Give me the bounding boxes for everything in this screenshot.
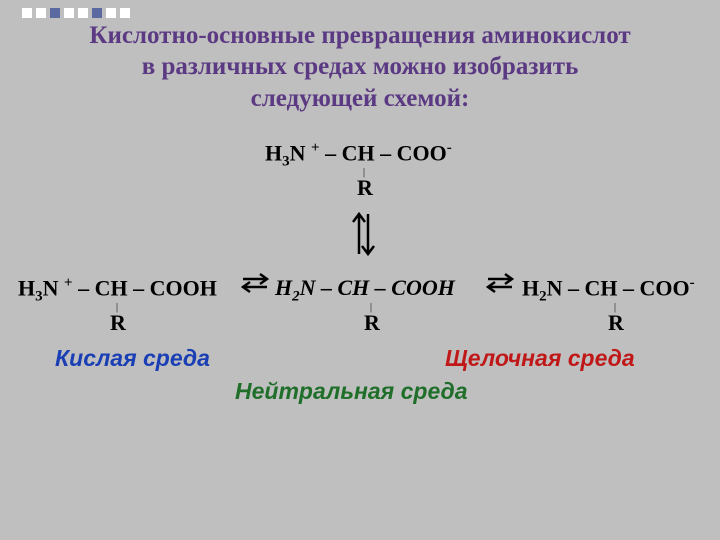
r-top: R	[357, 175, 373, 201]
deco-sq	[22, 8, 32, 18]
title-line1: Кислотно-основные превращения аминокисло…	[89, 22, 630, 49]
deco-sq	[120, 8, 130, 18]
label-base: Щелочная среда	[445, 345, 635, 372]
arrow-vertical-icon	[350, 210, 376, 258]
arrow-h2-icon	[485, 272, 515, 294]
deco-squares	[22, 8, 130, 18]
arrow-h1-icon	[240, 272, 270, 294]
deco-sq	[92, 8, 102, 18]
r-right: R	[608, 310, 624, 336]
deco-sq	[36, 8, 46, 18]
formula-top: H3N + – CH – COO-	[265, 140, 452, 171]
formula-right: H2N – CH – COO-	[522, 275, 695, 306]
r-left: R	[110, 310, 126, 336]
title-line3: следующей схемой:	[251, 85, 470, 112]
deco-sq	[78, 8, 88, 18]
label-acid: Кислая среда	[55, 345, 210, 372]
deco-sq	[106, 8, 116, 18]
deco-sq	[64, 8, 74, 18]
title-line2: в различных средах можно изобразить	[142, 53, 579, 80]
label-neutral: Нейтральная среда	[235, 378, 468, 405]
page-title: Кислотно-основные превращения аминокисло…	[0, 20, 720, 114]
deco-sq	[50, 8, 60, 18]
r-center: R	[364, 310, 380, 336]
formula-center: H2N – CH – COOH	[275, 275, 455, 305]
